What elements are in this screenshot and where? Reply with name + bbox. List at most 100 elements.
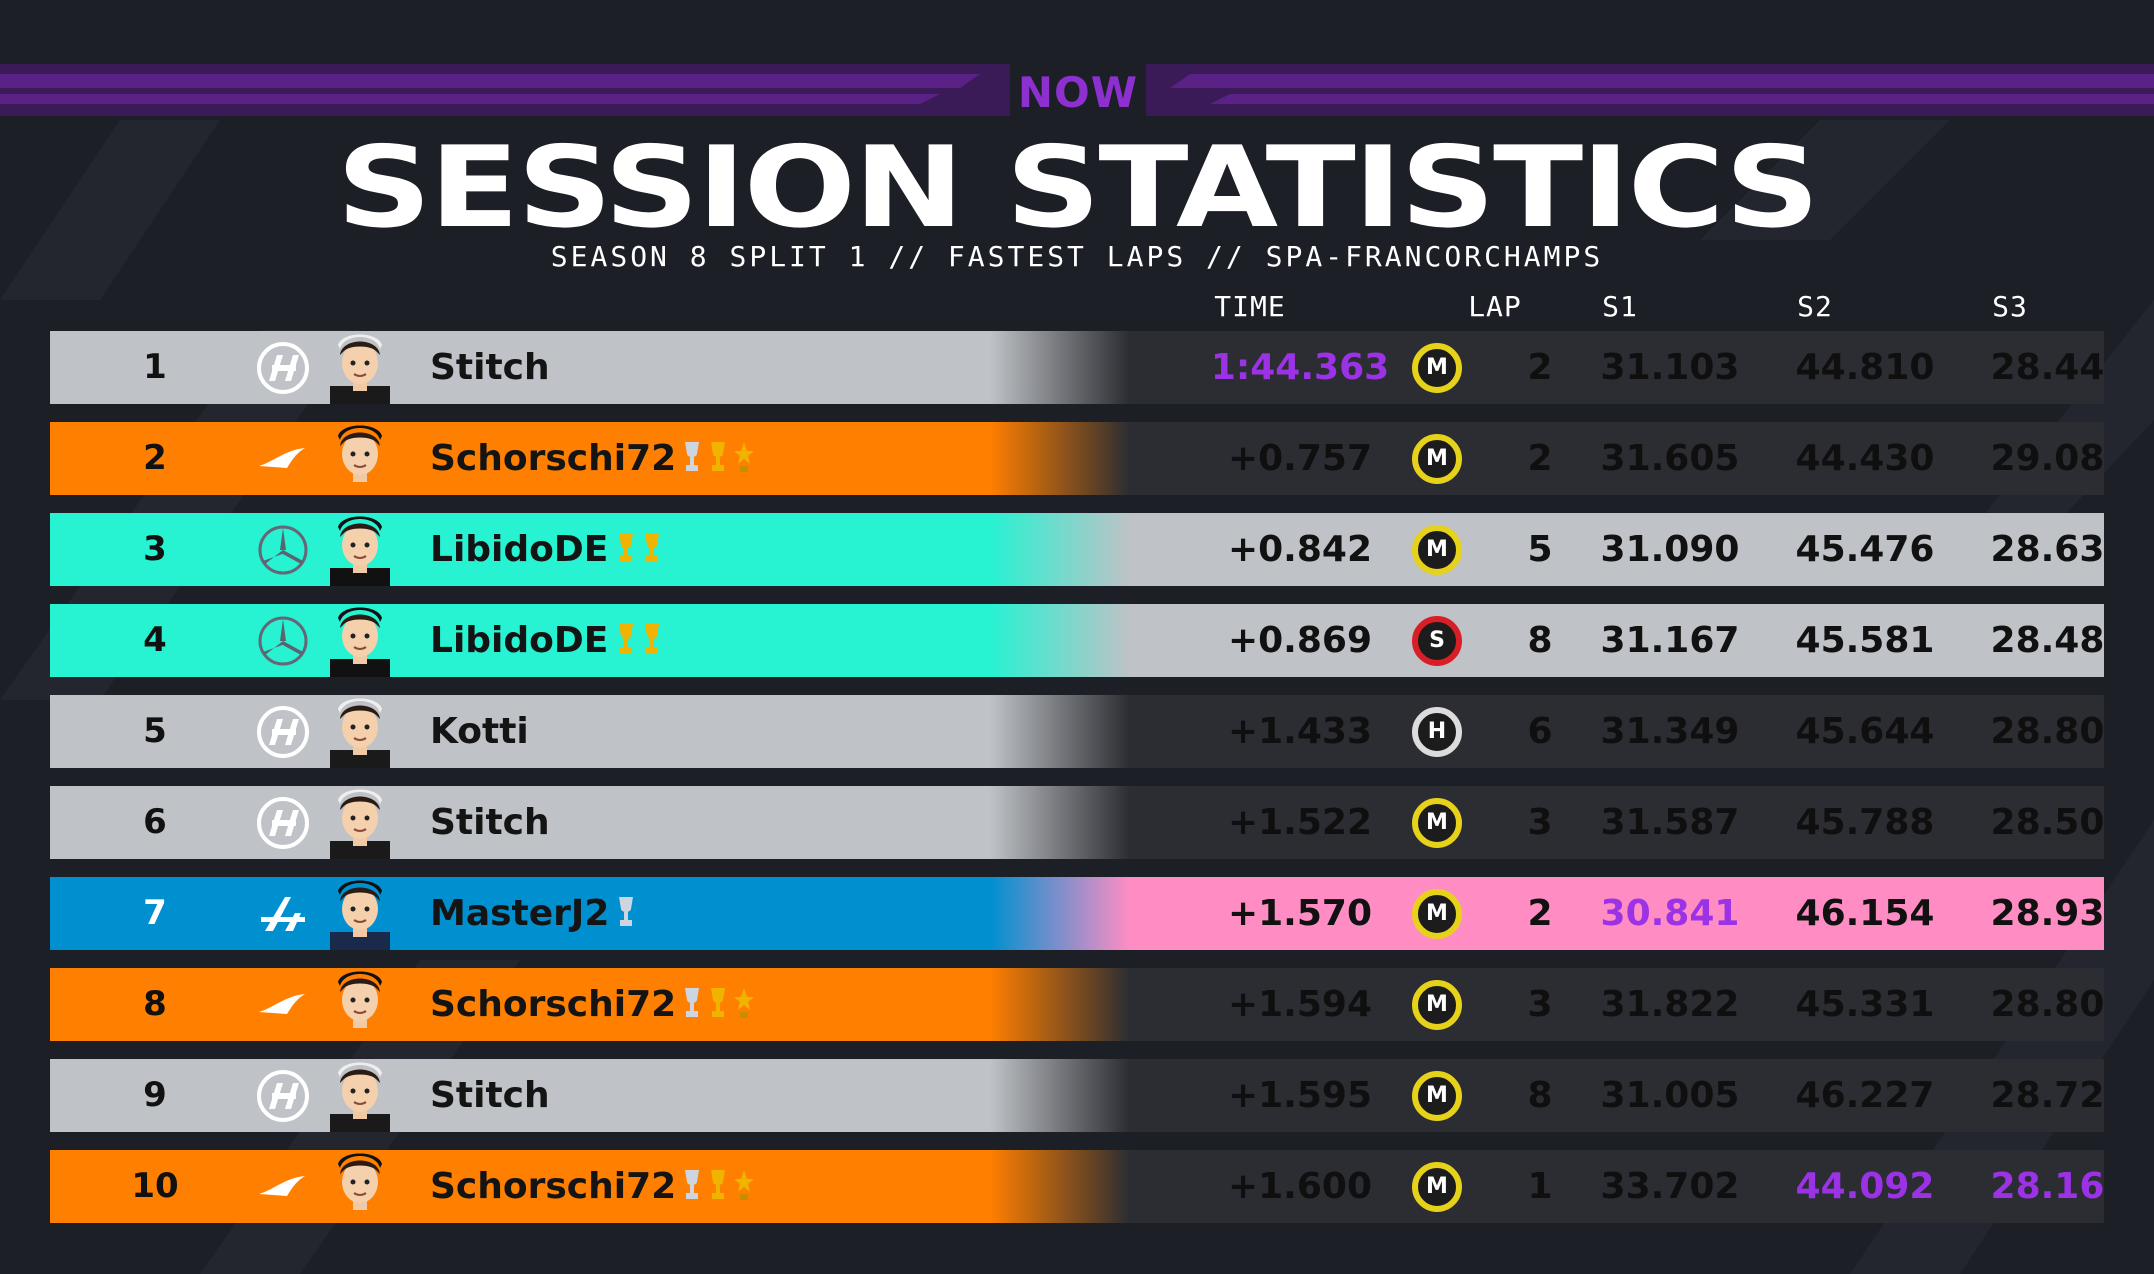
- position: 3: [143, 529, 167, 569]
- sector-2: 45.581: [1795, 620, 1935, 661]
- sector-3: 29.084: [1990, 438, 2104, 479]
- brand-logo: NOW: [1015, 62, 1141, 122]
- trophy-badges: [616, 622, 662, 658]
- sector-1: 31.167: [1600, 620, 1740, 661]
- column-header-s3: S3: [1992, 290, 2028, 323]
- sector-2: 44.810: [1795, 347, 1935, 388]
- star-trophy-icon: [734, 440, 754, 476]
- lap-time: 1:44.363: [1210, 347, 1390, 388]
- row-background: [50, 786, 2104, 859]
- sector-3: 28.449: [1990, 347, 2104, 388]
- lap-number: 3: [1527, 802, 1553, 843]
- silver-trophy-icon: [616, 895, 636, 931]
- sector-3: 28.804: [1990, 984, 2104, 1025]
- trophy-badges: [682, 986, 754, 1022]
- page-title: SESSION STATISTICS: [336, 123, 1819, 253]
- driver-name: Schorschi72: [430, 1166, 677, 1207]
- table-row: 10 Schorschi72 +1.600 M 1 33.702 44.092 28.168: [50, 1150, 2104, 1223]
- driver-avatar: [320, 422, 400, 495]
- position: 1: [143, 347, 167, 387]
- mclaren-icon: [255, 432, 311, 486]
- sector-3: 28.937: [1990, 893, 2104, 934]
- trophy-badges: [616, 895, 636, 931]
- table-row: 3 LibidoDE +0.842 M 5 31.090 45.476 28.637: [50, 513, 2104, 586]
- gold-trophy-icon: [708, 440, 728, 476]
- driver-avatar: [320, 968, 400, 1041]
- gold-trophy-icon: [708, 1168, 728, 1204]
- lap-time: +1.570: [1227, 893, 1373, 934]
- position: 6: [143, 802, 167, 842]
- driver-name: LibidoDE: [430, 620, 609, 661]
- row-background: [50, 968, 2104, 1041]
- gold-trophy-icon: [642, 622, 662, 658]
- driver-avatar: [320, 877, 400, 950]
- driver-name: Stitch: [430, 1075, 550, 1116]
- tyre-compound-icon: M: [1412, 980, 1462, 1030]
- row-background: [50, 604, 2104, 677]
- mercedes-icon: [255, 523, 311, 577]
- sector-3: 28.168: [1990, 1166, 2104, 1207]
- gold-trophy-icon: [708, 986, 728, 1022]
- row-background: [50, 422, 2104, 495]
- table-row: 2 Schorschi72 +0.757 M 2 31.605 44.430 29.084: [50, 422, 2104, 495]
- haas-icon: [255, 796, 311, 850]
- row-background: [50, 1059, 2104, 1132]
- sector-2: 44.092: [1795, 1166, 1935, 1207]
- driver-avatar: [320, 786, 400, 859]
- table-row: 4 LibidoDE +0.869 S 8 31.167 45.581 28.482: [50, 604, 2104, 677]
- tyre-compound-icon: M: [1412, 798, 1462, 848]
- row-background: [50, 695, 2104, 768]
- lap-number: 5: [1527, 529, 1553, 570]
- lap-number: 8: [1527, 1075, 1553, 1116]
- position: 5: [143, 711, 167, 751]
- driver-name: LibidoDE: [430, 529, 609, 570]
- column-header-time: TIME: [1214, 290, 1286, 323]
- sector-1: 31.005: [1600, 1075, 1740, 1116]
- sector-3: 28.482: [1990, 620, 2104, 661]
- trophy-badges: [682, 440, 754, 476]
- star-trophy-icon: [734, 986, 754, 1022]
- table-row: 1 Stitch 1:44.363 M 2 31.103 44.810 28.449: [50, 331, 2104, 404]
- tyre-compound-icon: S: [1412, 616, 1462, 666]
- sector-1: 31.822: [1600, 984, 1740, 1025]
- position: 7: [143, 893, 167, 933]
- position: 4: [143, 620, 167, 660]
- sector-1: 30.841: [1600, 893, 1740, 934]
- tyre-compound-icon: M: [1412, 1071, 1462, 1121]
- mercedes-icon: [255, 614, 311, 668]
- sector-2: 46.154: [1795, 893, 1935, 934]
- lap-time: +1.594: [1227, 984, 1373, 1025]
- alpine-icon: [255, 887, 311, 941]
- trophy-badges: [682, 1168, 754, 1204]
- tyre-compound-icon: M: [1412, 889, 1462, 939]
- driver-avatar: [320, 695, 400, 768]
- driver-name: Kotti: [430, 711, 529, 752]
- driver-name: MasterJ2: [430, 893, 610, 934]
- mclaren-icon: [255, 1160, 311, 1214]
- position: 9: [143, 1075, 167, 1115]
- sector-2: 46.227: [1795, 1075, 1935, 1116]
- sector-3: 28.509: [1990, 802, 2104, 843]
- lap-number: 3: [1527, 984, 1553, 1025]
- driver-name: Schorschi72: [430, 438, 677, 479]
- table-row: 7 MasterJ2 +1.570 M 2 30.841 46.154 28.937: [50, 877, 2104, 950]
- column-header-s2: S2: [1797, 290, 1833, 323]
- lap-time: +1.433: [1227, 711, 1373, 752]
- driver-avatar: [320, 604, 400, 677]
- driver-name: Schorschi72: [430, 984, 677, 1025]
- silver-trophy-icon: [682, 1168, 702, 1204]
- lap-time: +0.869: [1227, 620, 1373, 661]
- position: 10: [131, 1166, 179, 1206]
- row-background: [50, 513, 2104, 586]
- table-row: 6 Stitch +1.522 M 3 31.587 45.788 28.509: [50, 786, 2104, 859]
- sector-3: 28.725: [1990, 1075, 2104, 1116]
- star-trophy-icon: [734, 1168, 754, 1204]
- haas-icon: [255, 1069, 311, 1123]
- sector-2: 44.430: [1795, 438, 1935, 479]
- sector-3: 28.637: [1990, 529, 2104, 570]
- sector-2: 45.476: [1795, 529, 1935, 570]
- sector-3: 28.802: [1990, 711, 2104, 752]
- silver-trophy-icon: [682, 986, 702, 1022]
- driver-avatar: [320, 1059, 400, 1132]
- tyre-compound-icon: M: [1412, 434, 1462, 484]
